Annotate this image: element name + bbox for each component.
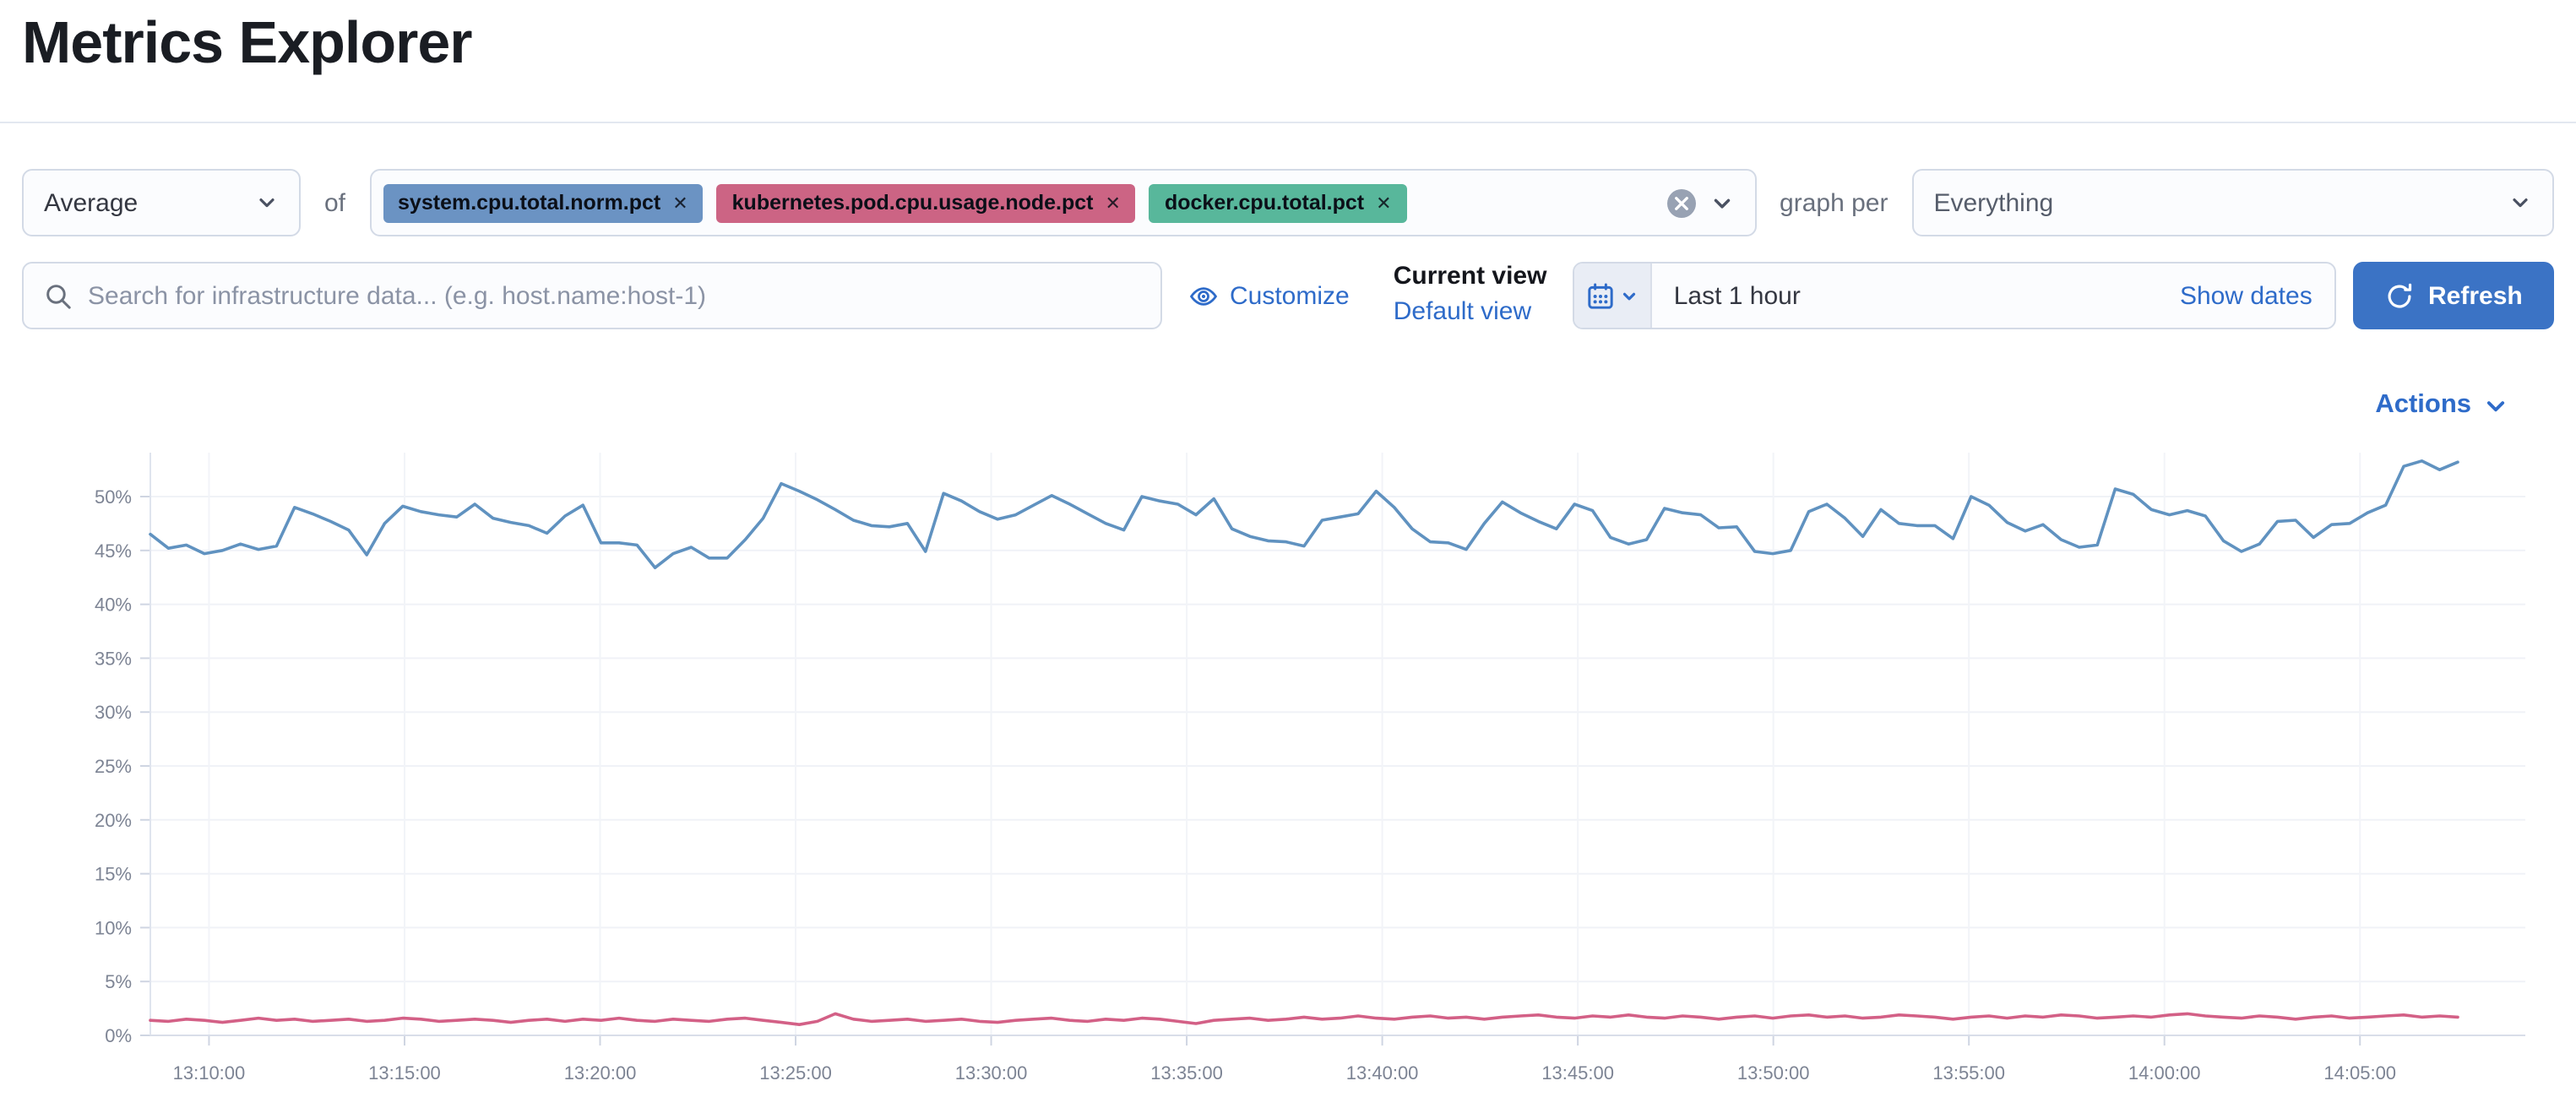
metric-badge-label: docker.cpu.total.pct — [1164, 191, 1365, 215]
group-by-select[interactable]: Everything — [1911, 169, 2554, 236]
metric-badge-label: kubernetes.pod.cpu.usage.node.pct — [731, 191, 1094, 215]
calendar-icon — [1588, 282, 1613, 308]
metrics-chart[interactable]: 0% 5% 10% 15% 20% 25% 30% 35% 40% 45% 50% 13:10:00 1… — [0, 432, 2576, 1108]
refresh-button[interactable]: Refresh — [2352, 262, 2554, 329]
search-icon — [46, 284, 71, 308]
query-toolbar: Customize Current view Default view Last… — [22, 262, 2554, 329]
badge-remove-icon[interactable]: ✕ — [1105, 193, 1121, 214]
svg-text:13:55:00: 13:55:00 — [1932, 1062, 2005, 1084]
chevron-down-icon — [2513, 198, 2528, 208]
svg-text:50%: 50% — [95, 486, 132, 508]
svg-text:13:20:00: 13:20:00 — [564, 1062, 637, 1084]
svg-text:14:05:00: 14:05:00 — [2323, 1062, 2396, 1084]
svg-text:13:30:00: 13:30:00 — [955, 1062, 1028, 1084]
eye-icon — [1189, 286, 1218, 305]
search-box — [22, 262, 1162, 329]
badge-remove-icon[interactable]: ✕ — [1376, 193, 1392, 214]
svg-text:40%: 40% — [95, 595, 132, 616]
customize-label: Customize — [1230, 281, 1350, 310]
chevron-down-icon — [259, 198, 274, 208]
actions-label: Actions — [2375, 390, 2471, 419]
svg-text:13:15:00: 13:15:00 — [368, 1062, 441, 1084]
svg-text:20%: 20% — [95, 810, 132, 831]
quick-select-button[interactable] — [1573, 263, 1652, 328]
svg-text:13:10:00: 13:10:00 — [173, 1062, 246, 1084]
time-range-button[interactable]: Last 1 hour — [1652, 263, 2180, 328]
clear-metrics-button[interactable] — [1666, 188, 1696, 217]
date-picker: Last 1 hour Show dates — [1572, 262, 2336, 329]
svg-text:5%: 5% — [105, 971, 132, 992]
metric-badge-label: system.cpu.total.norm.pct — [398, 191, 661, 215]
show-dates-button[interactable]: Show dates — [2179, 281, 2312, 310]
current-view-label: Current view — [1393, 262, 1547, 291]
graph-per-label: graph per — [1780, 188, 1889, 217]
svg-text:13:25:00: 13:25:00 — [759, 1062, 832, 1084]
svg-text:0%: 0% — [105, 1025, 132, 1046]
metric-badge-list: system.cpu.total.norm.pct ✕ kubernetes.pod… — [383, 183, 1653, 222]
svg-text:25%: 25% — [95, 756, 132, 777]
metrics-combo-box[interactable]: system.cpu.total.norm.pct ✕ kubernetes.pod… — [369, 169, 1757, 236]
header-divider — [0, 122, 2576, 123]
metric-toolbar: Average of system.cpu.total.norm.pct ✕ kub… — [22, 169, 2554, 236]
svg-text:35%: 35% — [95, 648, 132, 669]
svg-text:13:40:00: 13:40:00 — [1346, 1062, 1419, 1084]
svg-text:15%: 15% — [95, 864, 132, 885]
view-selector: Current view Default view — [1394, 263, 1556, 329]
default-view-link[interactable]: Default view — [1393, 297, 1532, 326]
customize-button[interactable]: Customize — [1189, 281, 1350, 310]
svg-text:13:45:00: 13:45:00 — [1541, 1062, 1614, 1084]
metric-badge[interactable]: system.cpu.total.norm.pct ✕ — [383, 183, 704, 222]
group-by-value: Everything — [1933, 188, 2054, 217]
svg-text:10%: 10% — [95, 917, 132, 938]
svg-text:14:00:00: 14:00:00 — [2128, 1062, 2201, 1084]
chevron-down-icon — [1622, 291, 1635, 300]
aggregation-value: Average — [44, 188, 139, 217]
chevron-down-icon[interactable] — [1709, 190, 1734, 215]
svg-text:13:35:00: 13:35:00 — [1150, 1062, 1223, 1084]
svg-text:45%: 45% — [95, 540, 132, 562]
badge-remove-icon[interactable]: ✕ — [672, 193, 688, 214]
chevron-down-icon — [2486, 400, 2505, 411]
metric-badge[interactable]: docker.cpu.total.pct ✕ — [1149, 183, 1407, 222]
actions-menu-button[interactable]: Actions — [2375, 390, 2508, 421]
svg-text:13:50:00: 13:50:00 — [1737, 1062, 1810, 1084]
search-input[interactable] — [88, 281, 1140, 310]
svg-text:30%: 30% — [95, 702, 132, 723]
page-title: Metrics Explorer — [22, 10, 473, 76]
aggregation-select[interactable]: Average — [22, 169, 301, 236]
metric-badge[interactable]: kubernetes.pod.cpu.usage.node.pct ✕ — [716, 183, 1136, 222]
refresh-label: Refresh — [2428, 281, 2523, 310]
refresh-icon — [2387, 282, 2411, 307]
clear-icon — [1674, 196, 1687, 209]
of-label: of — [324, 188, 346, 217]
